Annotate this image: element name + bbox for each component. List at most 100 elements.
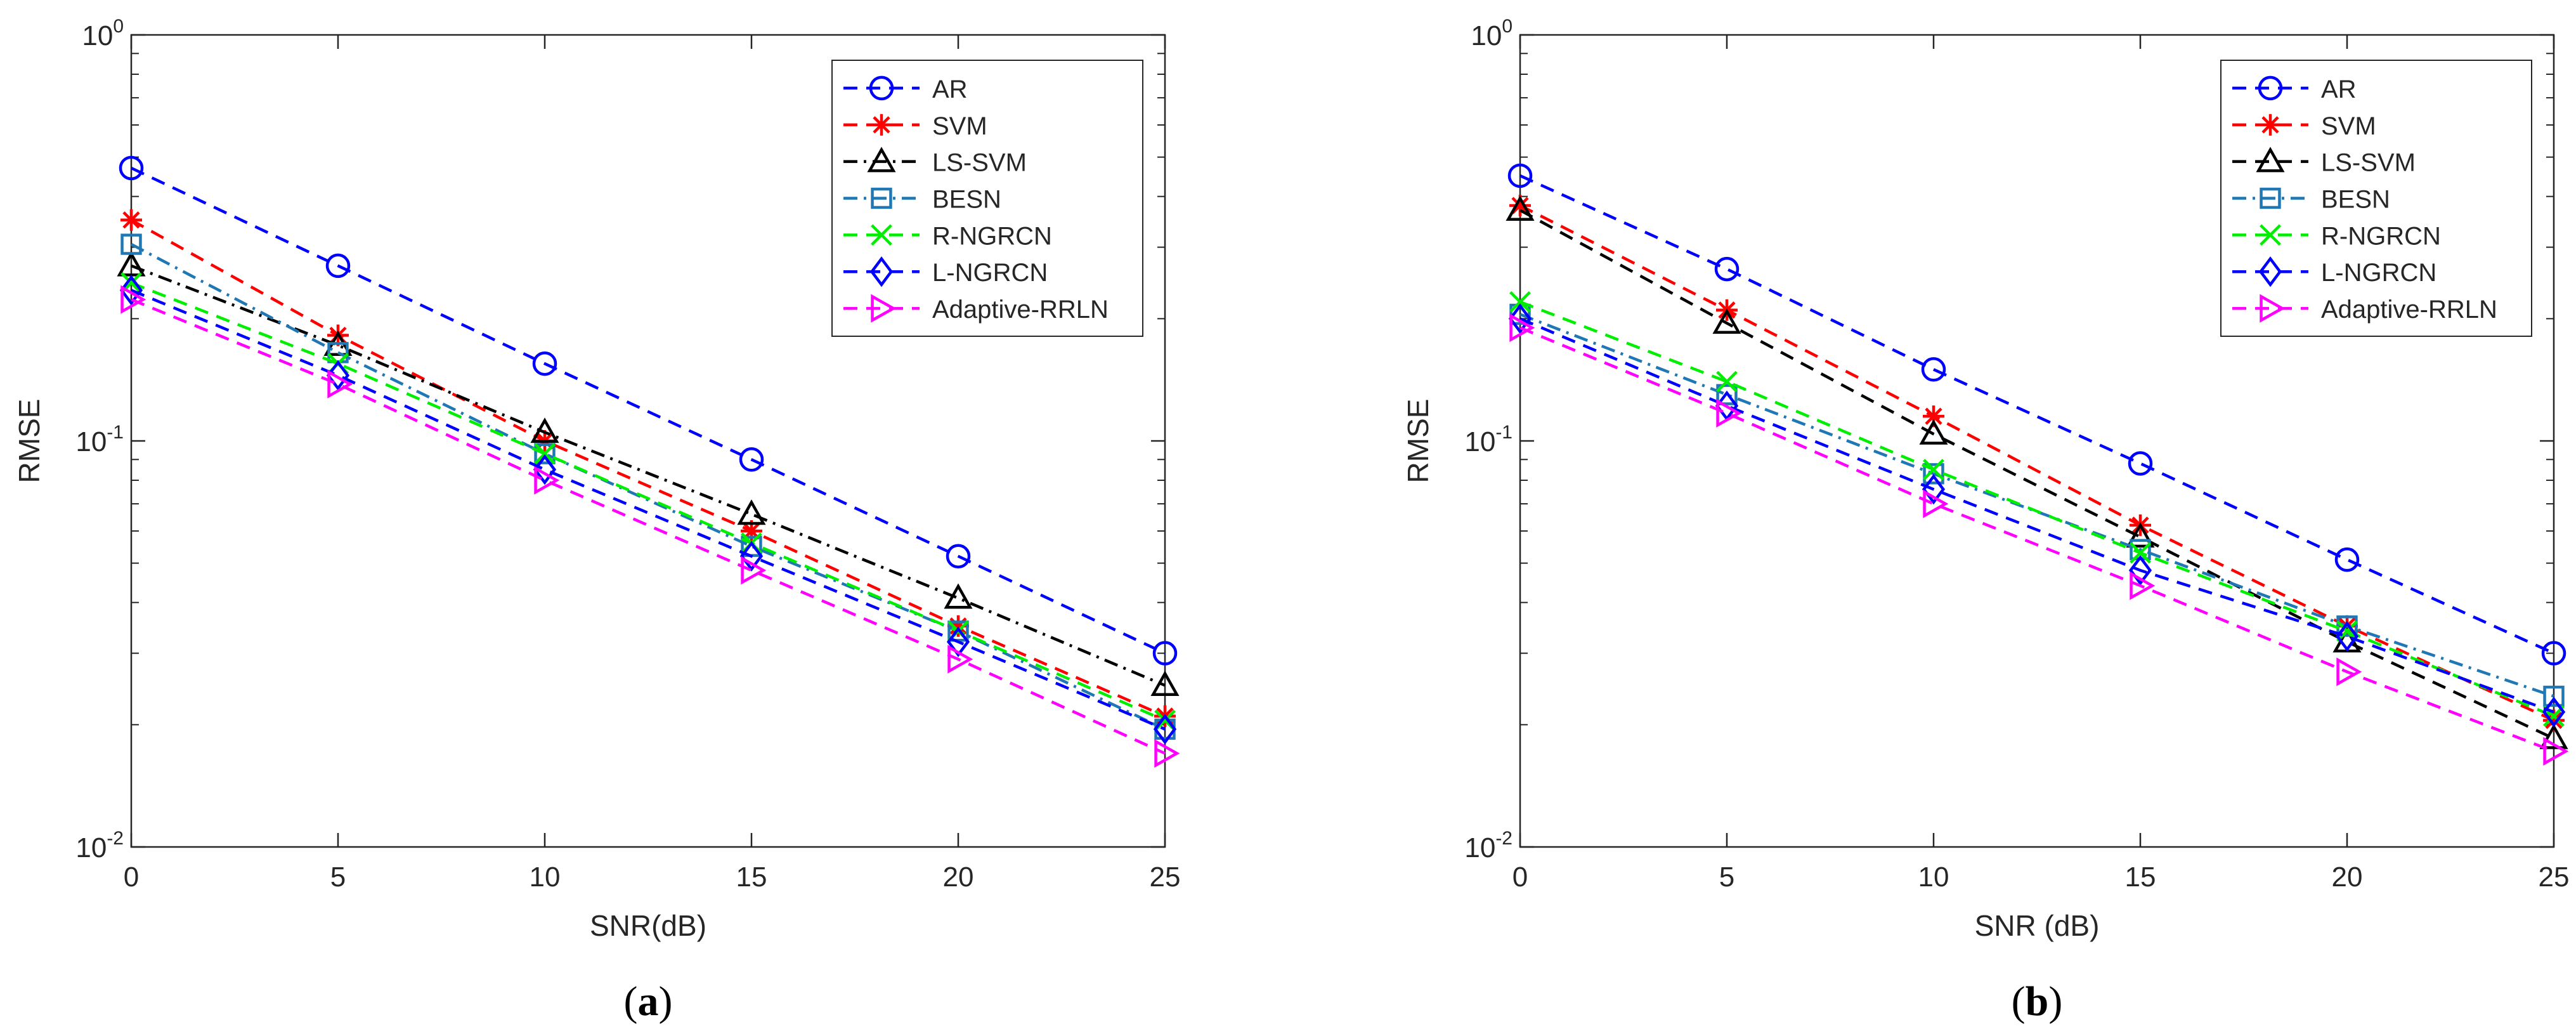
series-line-ar-a xyxy=(131,166,1166,655)
point-adaptive-rrln-b-1 xyxy=(1716,398,1742,428)
point-svm-a-4 xyxy=(947,615,969,637)
legend-label-l-ngrcn-a: L-NGRCN xyxy=(932,259,1048,287)
point-l-ngrcn-a-0 xyxy=(119,275,143,306)
x-tick-label-b-1: 5 xyxy=(1719,862,1734,893)
legend-label-ls-svm-b: LS-SVM xyxy=(2321,149,2416,177)
legend-marker-ls-svm-a xyxy=(867,147,896,173)
y-tick-label-b-1: 10-1 xyxy=(1464,422,1512,457)
x-axis-title-a: SNR(dB) xyxy=(590,909,706,942)
point-besn-a-0 xyxy=(120,233,142,255)
x-tick-label-b-0: 0 xyxy=(1512,862,1528,893)
legend-label-l-ngrcn-b: L-NGRCN xyxy=(2321,259,2436,287)
legend-marker-l-ngrcn-a xyxy=(869,256,894,287)
legend-label-besn-a: BESN xyxy=(932,186,1001,214)
series-line-ar-b xyxy=(1519,174,2554,655)
x-tick-label-a-2: 10 xyxy=(530,862,561,893)
y-tick-label-b-2: 10-2 xyxy=(1464,828,1512,863)
point-ar-b-1 xyxy=(1714,256,1740,282)
legend-label-r-ngrcn-a: R-NGRCN xyxy=(932,222,1052,250)
legend-marker-adaptive-rrln-a xyxy=(871,294,897,323)
x-tick-label-a-4: 20 xyxy=(943,862,974,893)
point-ls-svm-b-1 xyxy=(1712,308,1741,334)
panel-caption-b: (b) xyxy=(2012,978,2063,1025)
point-adaptive-rrln-a-0 xyxy=(120,285,146,314)
legend-label-ar-a: AR xyxy=(932,75,968,103)
point-adaptive-rrln-b-2 xyxy=(1923,489,1949,518)
y-tick-label-a-0: 100 xyxy=(82,16,124,51)
point-r-ngrcn-a-2 xyxy=(534,443,556,465)
point-l-ngrcn-a-3 xyxy=(739,541,764,572)
x-tick-label-a-0: 0 xyxy=(124,862,139,893)
point-ar-a-3 xyxy=(739,447,764,472)
point-adaptive-rrln-b-0 xyxy=(1509,313,1535,343)
point-ar-b-4 xyxy=(2334,547,2360,572)
legend-marker-adaptive-rrln-b xyxy=(2260,294,2286,323)
point-adaptive-rrln-a-2 xyxy=(534,466,560,495)
point-r-ngrcn-b-2 xyxy=(1923,459,1944,481)
point-adaptive-rrln-b-3 xyxy=(2130,571,2156,600)
panel-caption-a: (a) xyxy=(624,978,673,1025)
legend-marker-svm-a xyxy=(871,114,892,136)
legend-label-r-ngrcn-b: R-NGRCN xyxy=(2321,222,2441,250)
point-ls-svm-a-5 xyxy=(1150,671,1180,697)
legend-marker-r-ngrcn-b xyxy=(2260,224,2281,246)
legend-label-besn-b: BESN xyxy=(2321,186,2390,214)
series-line-svm-a xyxy=(130,218,1166,718)
point-l-ngrcn-b-2 xyxy=(1922,474,1946,505)
legend-marker-besn-b xyxy=(2260,187,2281,209)
point-besn-a-2 xyxy=(534,443,556,464)
series-line-besn-b xyxy=(1519,313,2554,698)
point-l-ngrcn-a-5 xyxy=(1153,714,1177,745)
legend-label-adaptive-rrln-b: Adaptive-RRLN xyxy=(2321,296,2497,324)
point-ar-b-5 xyxy=(2541,641,2566,666)
legend-marker-besn-a xyxy=(871,187,892,209)
legend-label-adaptive-rrln-a: Adaptive-RRLN xyxy=(932,296,1109,324)
point-adaptive-rrln-a-3 xyxy=(741,556,767,585)
series-line-ls-svm-a xyxy=(131,264,1166,687)
series-line-r-ngrcn-b xyxy=(1519,300,2554,718)
legend-label-svm-b: SVM xyxy=(2321,112,2376,140)
legend-label-ar-b: AR xyxy=(2321,75,2357,103)
point-r-ngrcn-b-0 xyxy=(1509,291,1531,313)
legend-a: AR SVM LS-SVM BESN R-NGRCN L-NGRCN Adaptive-RR… xyxy=(831,60,1143,337)
series-line-adaptive-rrln-b xyxy=(1519,326,2554,753)
x-tick-label-a-1: 5 xyxy=(330,862,346,893)
legend-marker-svm-b xyxy=(2260,114,2281,136)
series-line-l-ngrcn-b xyxy=(1519,317,2554,714)
y-axis-title-a: RMSE xyxy=(13,399,46,483)
y-axis-ticks-b: 100 10-1 10-2 xyxy=(1464,16,2554,863)
x-tick-label-b-2: 10 xyxy=(1918,862,1949,893)
series-line-r-ngrcn-a xyxy=(131,281,1166,722)
x-tick-label-a-3: 15 xyxy=(736,862,767,893)
point-ar-a-0 xyxy=(119,155,144,181)
legend-label-ls-svm-a: LS-SVM xyxy=(932,149,1027,177)
point-adaptive-rrln-b-5 xyxy=(2543,737,2569,766)
point-ls-svm-b-3 xyxy=(2126,522,2155,548)
point-l-ngrcn-b-3 xyxy=(2128,554,2152,586)
point-ls-svm-b-0 xyxy=(1506,195,1535,221)
point-ls-svm-b-2 xyxy=(1919,419,1948,445)
point-r-ngrcn-b-3 xyxy=(2130,542,2151,564)
point-ar-a-4 xyxy=(946,544,971,569)
point-ar-a-5 xyxy=(1152,641,1178,666)
point-r-ngrcn-b-1 xyxy=(1716,370,1738,393)
legend-marker-ls-svm-b xyxy=(2256,147,2285,173)
point-adaptive-rrln-a-4 xyxy=(947,645,973,674)
point-svm-b-0 xyxy=(1509,194,1531,216)
point-besn-b-1 xyxy=(1716,384,1738,405)
legend-marker-ar-a xyxy=(869,75,894,101)
point-l-ngrcn-a-1 xyxy=(326,360,350,391)
legend-label-svm-a: SVM xyxy=(932,112,987,140)
x-tick-label-b-4: 20 xyxy=(2332,862,2363,893)
series-line-adaptive-rrln-a xyxy=(131,298,1166,755)
point-l-ngrcn-a-4 xyxy=(946,626,970,657)
point-ls-svm-a-4 xyxy=(944,583,973,609)
point-ar-a-2 xyxy=(532,351,557,376)
point-ar-b-3 xyxy=(2128,451,2153,476)
point-svm-b-2 xyxy=(1923,405,1944,428)
point-l-ngrcn-b-5 xyxy=(2542,697,2566,728)
point-besn-b-5 xyxy=(2543,685,2565,707)
x-axis-ticks-b: 0 5 10 15 20 25 xyxy=(1512,35,2569,893)
series-layer-b xyxy=(1506,163,2569,766)
